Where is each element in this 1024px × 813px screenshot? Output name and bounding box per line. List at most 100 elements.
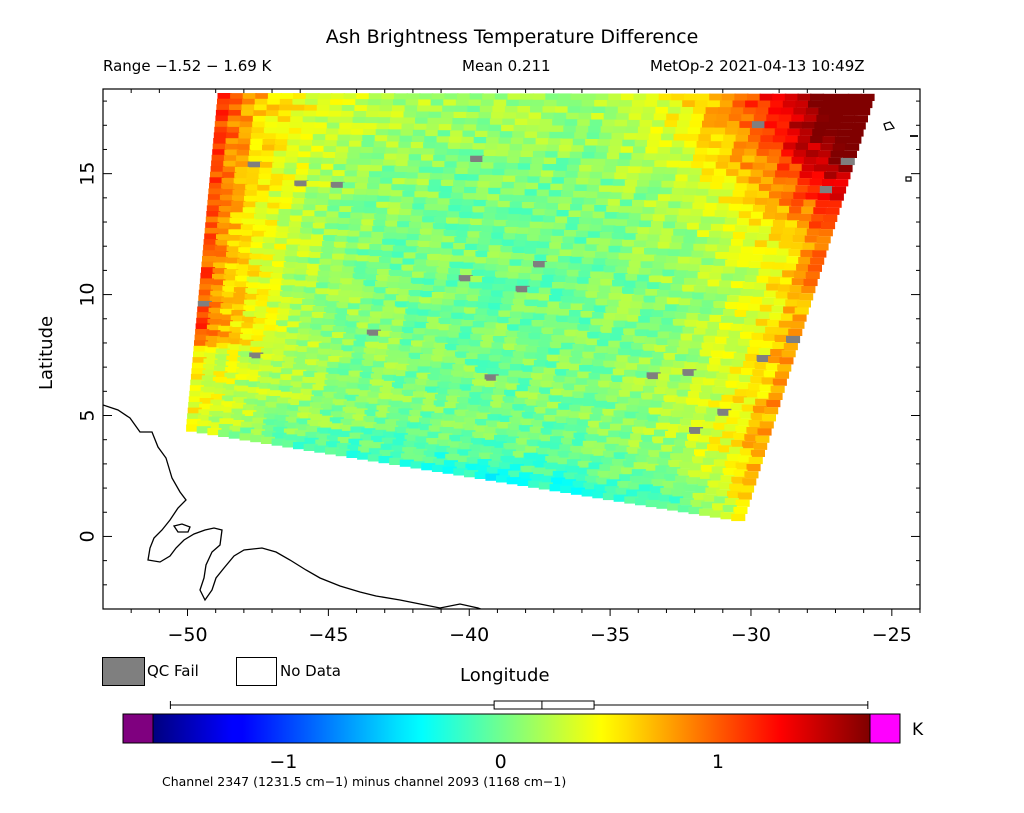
swath-cell	[628, 482, 643, 490]
swath-cell	[577, 224, 592, 232]
swath-cell	[317, 187, 332, 195]
swath-cell	[436, 387, 451, 396]
swath-cell	[209, 411, 224, 419]
swath-cell	[266, 396, 281, 404]
swath-cell	[392, 313, 407, 321]
swath-cell	[318, 181, 333, 189]
swath-cell	[774, 255, 789, 263]
swath-cell	[388, 269, 403, 278]
swath-cell	[565, 465, 580, 474]
swath-cell	[726, 295, 741, 303]
swath-cell	[186, 424, 201, 432]
swath-cell	[267, 295, 282, 304]
swath-cell	[350, 285, 365, 293]
swath-cell	[454, 105, 469, 113]
swath-cell	[677, 505, 692, 513]
swath-cell	[412, 334, 427, 342]
swath-cell	[640, 166, 655, 174]
swath-cell	[746, 427, 761, 435]
swath-cell	[782, 270, 797, 278]
swath-cell	[389, 123, 404, 131]
swath-cell	[312, 384, 327, 392]
swath-cell	[392, 105, 407, 113]
swath-cell	[242, 212, 257, 221]
swath-cell	[515, 438, 530, 446]
swath-cell	[604, 212, 619, 220]
swath-cell	[748, 218, 763, 226]
swath-cell	[649, 180, 664, 188]
swath-cell	[697, 314, 712, 322]
swath-cell	[285, 416, 300, 424]
swath-cell	[240, 427, 255, 435]
swath-cell	[325, 134, 340, 142]
swath-cell	[522, 306, 537, 314]
swath-cell	[727, 490, 742, 499]
swath-cell	[263, 127, 278, 135]
swath-cell	[369, 379, 384, 387]
swath-cell	[522, 358, 537, 366]
swath-cell	[414, 385, 429, 393]
swath-cell	[495, 428, 510, 436]
swath-cell	[257, 377, 272, 385]
swath-cell	[495, 150, 510, 158]
swath-cell	[670, 453, 685, 461]
swath-cell	[623, 186, 638, 194]
swath-cell	[451, 312, 466, 320]
swath-cell	[380, 99, 395, 107]
swath-cell	[509, 464, 524, 472]
swath-cell	[627, 356, 642, 364]
swath-cell	[595, 298, 610, 306]
swath-cell	[319, 336, 334, 344]
swath-cell	[430, 298, 445, 306]
swath-cell	[722, 224, 737, 232]
swath-cell	[295, 262, 310, 271]
swath-cell	[603, 113, 618, 121]
swath-cell	[392, 245, 407, 253]
swath-cell	[770, 349, 785, 357]
swath-cell	[656, 153, 671, 161]
swath-cell	[286, 244, 301, 252]
swath-cell	[421, 154, 436, 162]
swath-cell	[314, 294, 329, 302]
swath-cell	[589, 171, 604, 180]
swath-cell	[603, 265, 618, 273]
swath-cell	[736, 176, 751, 184]
swath-cell	[495, 375, 510, 383]
swath-cell	[469, 93, 484, 101]
swath-cell	[188, 396, 203, 404]
swath-cell	[418, 166, 433, 174]
swath-cell	[542, 164, 557, 172]
swath-cell	[770, 226, 785, 234]
swath-cell	[559, 197, 574, 205]
swath-cell	[454, 174, 469, 182]
swath-cell	[564, 424, 579, 432]
swath-cell	[681, 411, 696, 419]
swath-cell	[389, 394, 404, 402]
swath-cell	[768, 233, 783, 241]
swath-cell	[733, 352, 748, 360]
swath-cell	[349, 432, 364, 440]
swath-cell	[351, 206, 366, 214]
swath-cell	[491, 394, 506, 403]
swath-cell	[488, 124, 503, 132]
swath-cell	[320, 403, 335, 411]
swath-cell	[747, 93, 762, 101]
swath-cell	[687, 470, 702, 478]
swath-cell	[343, 93, 358, 101]
swath-cell	[346, 315, 361, 323]
swath-cell	[372, 429, 387, 437]
swath-cell	[288, 127, 303, 136]
swath-cell	[565, 171, 580, 179]
swath-cell	[506, 99, 521, 107]
swath-cell	[463, 124, 478, 132]
swath-cell	[457, 397, 472, 405]
swath-cell	[342, 406, 357, 414]
swath-cell	[261, 430, 276, 439]
swath-cell	[493, 99, 508, 107]
swath-cell	[302, 377, 317, 385]
swath-cell	[488, 355, 503, 363]
swath-cell	[337, 218, 352, 226]
swath-cell	[573, 290, 588, 298]
swath-cell	[588, 178, 603, 186]
swath-cell	[222, 286, 237, 294]
